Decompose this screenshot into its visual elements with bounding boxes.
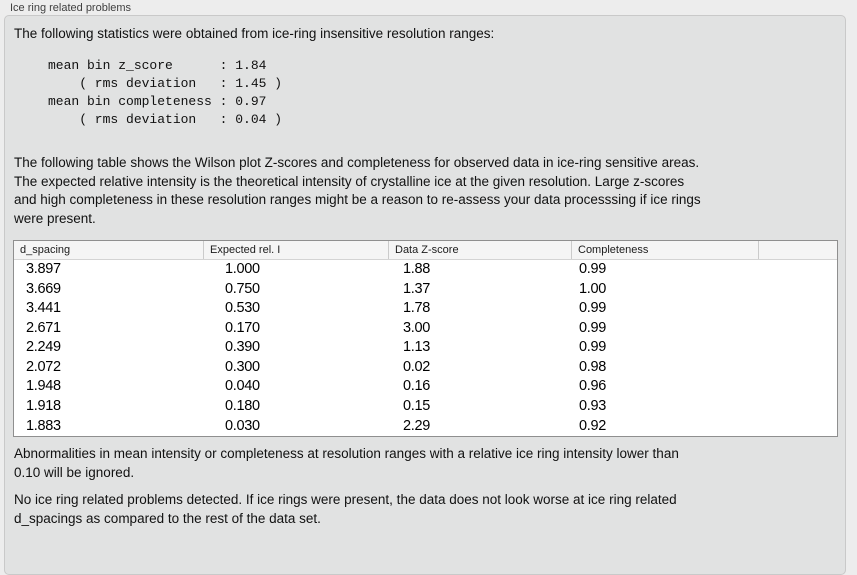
table-cell: 2.072: [26, 358, 61, 375]
table-cell: 3.00: [403, 319, 431, 336]
table-body: 3.897 1.000 1.88 0.99 3.669 0.750 1.37 1…: [14, 260, 837, 436]
table-cell: [758, 377, 837, 397]
table-row[interactable]: 1.948 0.040 0.16 0.96: [14, 377, 837, 397]
table-cell: [758, 260, 837, 280]
table-cell: [758, 319, 837, 339]
column-header-d-spacing[interactable]: d_spacing: [20, 244, 71, 256]
table-cell: 1.13: [403, 339, 431, 356]
table-cell: 0.98: [579, 358, 607, 375]
table-cell: 3.441: [26, 300, 61, 317]
table-cell: 0.750: [225, 280, 260, 297]
table-cell: 1.948: [26, 378, 61, 395]
table-cell: [758, 299, 837, 319]
table-cell: [758, 338, 837, 358]
column-header-expected-rel-i[interactable]: Expected rel. I: [203, 241, 388, 259]
table-cell: 0.96: [579, 378, 607, 395]
ignore-note-text: Abnormalities in mean intensity or compl…: [14, 446, 679, 480]
table-cell: 0.180: [225, 397, 260, 414]
column-header-completeness[interactable]: Completeness: [571, 241, 758, 259]
table-cell: [758, 397, 837, 417]
table-cell: [758, 358, 837, 378]
table-cell: 0.170: [225, 319, 260, 336]
table-row[interactable]: 3.441 0.530 1.78 0.99: [14, 299, 837, 319]
conclusion-text: No ice ring related problems detected. I…: [14, 492, 677, 526]
table-cell: 3.897: [26, 261, 61, 277]
table-cell: 0.99: [579, 261, 607, 277]
table-cell: 0.15: [403, 397, 431, 414]
table-cell: 1.00: [579, 280, 607, 297]
table-row[interactable]: 2.671 0.170 3.00 0.99: [14, 319, 837, 339]
table-description-text: The following table shows the Wilson plo…: [14, 155, 701, 226]
table-cell: 1.37: [403, 280, 431, 297]
table-cell: 2.29: [403, 417, 431, 434]
table-cell: 2.249: [26, 339, 61, 356]
table-cell: 1.918: [26, 397, 61, 414]
table-cell: 0.390: [225, 339, 260, 356]
table-cell: 1.000: [225, 261, 260, 277]
column-header-empty: [758, 241, 837, 259]
table-cell: 1.883: [26, 417, 61, 434]
table-cell: 0.030: [225, 417, 260, 434]
table-cell: [758, 280, 837, 300]
table-cell: 0.040: [225, 378, 260, 395]
table-row[interactable]: 1.883 0.030 2.29 0.92: [14, 417, 837, 437]
table-cell: 0.99: [579, 300, 607, 317]
table-cell: 0.99: [579, 319, 607, 336]
stats-intro-text: The following statistics were obtained f…: [14, 26, 495, 41]
table-row[interactable]: 3.897 1.000 1.88 0.99: [14, 260, 837, 280]
table-cell: 1.88: [403, 261, 431, 277]
table-cell: 0.93: [579, 397, 607, 414]
table-cell: 0.99: [579, 339, 607, 356]
stats-summary-text: mean bin z_score : 1.84 ( rms deviation …: [48, 58, 283, 127]
table-cell: 0.530: [225, 300, 260, 317]
column-header-data-z-score[interactable]: Data Z-score: [388, 241, 571, 259]
table-row[interactable]: 1.918 0.180 0.15 0.93: [14, 397, 837, 417]
table-cell: 0.02: [403, 358, 431, 375]
table-cell: 2.671: [26, 319, 61, 336]
table-cell: 0.16: [403, 378, 431, 395]
group-box-label: Ice ring related problems: [10, 2, 132, 14]
table-cell: 0.92: [579, 417, 607, 434]
table-cell: 1.78: [403, 300, 431, 317]
table-header-row: d_spacing Expected rel. I Data Z-score C…: [14, 241, 837, 260]
table-cell: 0.300: [225, 358, 260, 375]
table-row[interactable]: 2.249 0.390 1.13 0.99: [14, 338, 837, 358]
table-cell: 3.669: [26, 280, 61, 297]
table-row[interactable]: 3.669 0.750 1.37 1.00: [14, 280, 837, 300]
table-cell: [758, 417, 837, 437]
table-row[interactable]: 2.072 0.300 0.02 0.98: [14, 358, 837, 378]
ice-ring-table[interactable]: d_spacing Expected rel. I Data Z-score C…: [13, 240, 838, 437]
